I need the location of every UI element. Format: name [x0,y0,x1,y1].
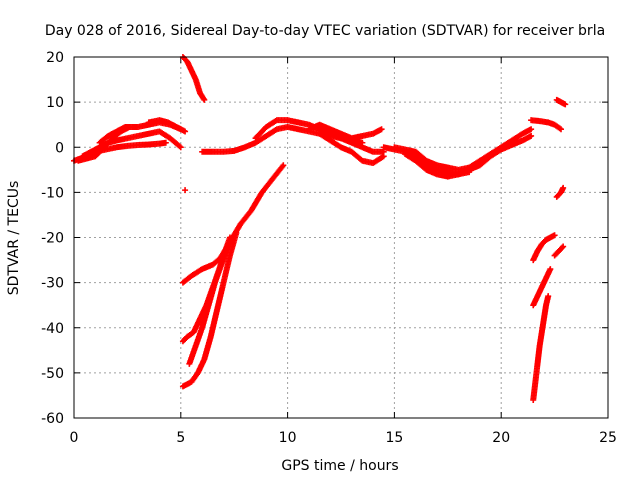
y-tick-label: -60 [41,411,64,427]
data-point [466,169,473,176]
data-point [558,126,565,133]
data-point [177,144,184,151]
data-point [182,187,189,194]
x-tick-label: 0 [70,430,79,446]
data-point [551,232,558,239]
data-point [559,244,566,251]
y-axis-label: SDTVAR / TECUs [6,181,22,296]
data-point [182,128,189,135]
series-arc-15h-b [391,126,535,173]
data-point [528,132,535,139]
series-arc-12h-b [316,130,387,167]
x-tick-label: 25 [599,430,617,446]
grid-lines [74,57,608,418]
data-point [528,126,535,133]
y-tick-label: -40 [41,321,64,337]
series-arc-22h-top [553,96,569,108]
series-arc-early-a [75,123,133,164]
data-point [545,293,552,300]
x-tick-label: 5 [176,430,185,446]
data-point [162,139,169,146]
chart-title: Day 028 of 2016, Sidereal Day-to-day VTE… [45,23,605,39]
data-point [380,153,387,160]
series-point-5h [182,187,189,194]
series-arc-early-b [145,117,189,135]
axis-ticks: 0 5 10 15 20 25 20 10 0 -10 -20 -30 -40 -50 -60 [41,50,617,446]
x-tick-label: 15 [385,430,403,446]
y-tick-label: -30 [41,276,64,292]
series-arc-15h-c [402,151,473,180]
series-arc-5h-top [179,54,208,103]
data-point [560,243,567,250]
series-arc-21h-minus55 [530,293,552,403]
data-point [560,184,567,191]
plot-frame [73,56,609,419]
y-tick-label: 20 [46,50,64,66]
series-arc-22h-minus22 [551,243,567,259]
y-tick-label: 0 [55,140,64,156]
y-tick-label: -10 [41,185,64,201]
series-arc-12h [305,121,385,142]
series-arc-5h-minus52 [179,229,240,390]
y-tick-label: -50 [41,366,64,382]
series-arc-21h-minus25 [530,232,558,264]
data-point [226,234,233,241]
x-tick-label: 20 [492,430,510,446]
x-axis-label: GPS time / hours [281,458,398,474]
x-tick-label: 10 [279,430,297,446]
series-arc-21h-minus35 [530,266,554,309]
data-point [176,143,183,150]
data-point [201,96,208,103]
data-points [71,54,569,403]
series-arc-21h-top [528,117,565,133]
y-tick-label: -20 [41,231,64,247]
data-point [224,243,231,250]
series-arc-22h-minus10 [553,184,567,200]
data-point [378,126,385,133]
y-tick-label: 10 [46,95,64,111]
data-point [280,162,287,169]
series-arc-5h-minus48 [186,243,231,367]
data-point [547,266,554,273]
data-point [126,123,133,130]
data-point [233,229,240,236]
data-point [562,101,569,108]
